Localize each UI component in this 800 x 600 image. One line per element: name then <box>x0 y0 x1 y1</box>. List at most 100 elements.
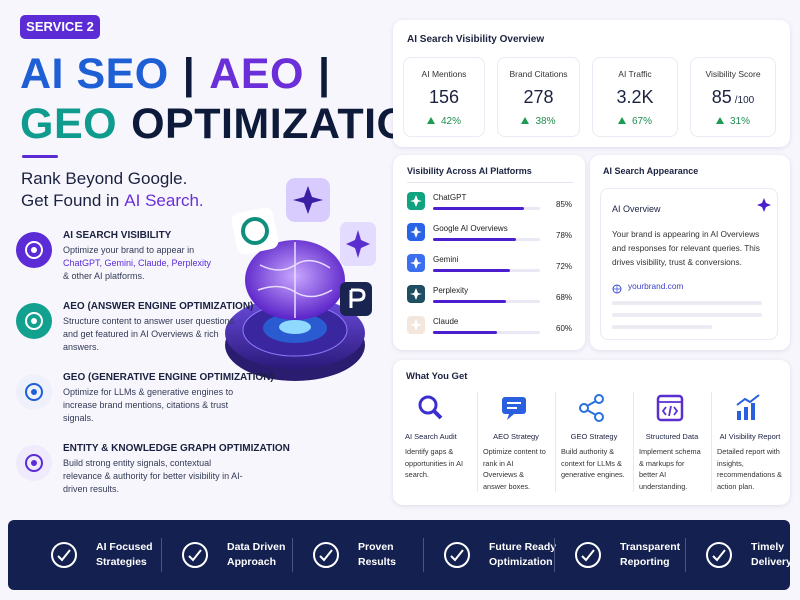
tagline-highlight: AI Search. <box>124 191 204 210</box>
divider <box>407 182 573 183</box>
footer-item: Data Driven Approach <box>175 520 305 590</box>
service: ENTITY & KNOWLEDGE GRAPH OPTIMIZATION Bui… <box>14 443 374 513</box>
footer-label: AI Focused Strategies <box>96 540 153 570</box>
tagline-text: Get Found in <box>21 191 120 210</box>
metric-change: 31% <box>691 116 775 127</box>
icon-part <box>25 383 43 401</box>
separator <box>292 538 293 572</box>
icon-part <box>706 542 732 568</box>
icon-part <box>751 403 755 420</box>
benefit-title: AI Visibility Report <box>719 432 781 441</box>
icon-part <box>712 549 726 562</box>
icon-part <box>744 407 748 420</box>
icon-part <box>293 186 323 214</box>
footer-line: Results <box>358 556 396 568</box>
title-line: AI SEO | AEO | <box>20 50 345 99</box>
illustration <box>225 178 376 381</box>
panel-title: AI Search Appearance <box>603 166 699 176</box>
separator <box>633 392 634 492</box>
icon-part <box>579 403 589 413</box>
metric-value: 3.2K <box>593 87 677 108</box>
icon-part <box>418 395 438 415</box>
icon-part <box>241 217 269 245</box>
service-desc: Build strong entity signals, contextual … <box>63 457 243 496</box>
service-title: ENTITY & KNOWLEDGE GRAPH OPTIMIZATION <box>63 443 290 454</box>
service-title: AEO (ANSWER ENGINE OPTIMIZATION) <box>63 301 254 312</box>
footer-line: Delivery <box>751 556 792 568</box>
platform-value: 78% <box>556 231 573 240</box>
footer-line: Timely <box>751 541 785 553</box>
badge: SERVICE 2 <box>20 15 100 39</box>
platform-row: ChatGPT 85% <box>407 192 577 216</box>
footer-line: Future Ready <box>489 541 557 553</box>
metric-change: 38% <box>498 116 579 127</box>
service-desc: Structure content to answer user questio… <box>63 315 243 354</box>
platform-value: 60% <box>556 324 573 333</box>
footer-label: Data Driven Approach <box>227 540 285 570</box>
panel-title: AI Search Visibility Overview <box>407 34 545 45</box>
icon-part <box>31 318 37 324</box>
benefit-icon <box>499 393 529 428</box>
bar <box>433 269 511 272</box>
metric-change: 67% <box>593 116 677 127</box>
benefit: Structured Data Implement schema & markup… <box>633 390 711 500</box>
metric-number: 156 <box>428 87 460 107</box>
desc-part: & other AI platforms. <box>63 271 145 281</box>
icon-part <box>57 549 71 562</box>
platform-row: Google AI Overviews 78% <box>407 223 577 247</box>
icon-part <box>507 402 521 409</box>
icon-part <box>25 454 43 472</box>
icon-part <box>586 400 597 416</box>
benefit-title: Structured Data <box>645 432 699 441</box>
icon-part <box>444 542 470 568</box>
icon-part <box>188 549 202 562</box>
title-part: OPTIMIZATION <box>131 100 443 148</box>
link: yourbrand.com <box>628 281 684 291</box>
platform-icon <box>407 192 425 210</box>
icon-part <box>25 241 43 259</box>
platform-name: Gemini <box>433 255 459 264</box>
icon-part <box>502 397 526 414</box>
metric-card: Visibility Score 85/100 31% <box>690 57 776 137</box>
service-desc: Optimize your brand to appear in ChatGPT,… <box>63 244 243 283</box>
icon-part <box>346 230 370 258</box>
footer-line: Transparent <box>620 541 681 553</box>
underline <box>22 155 58 158</box>
metric-number: 278 <box>523 87 554 107</box>
icon-part <box>410 257 422 269</box>
icon-part <box>257 242 333 318</box>
icon-part <box>575 542 601 568</box>
icon-part <box>432 409 443 420</box>
footer-icon <box>310 539 342 576</box>
separator <box>554 538 555 572</box>
benefit-desc: Identify gaps & opportunities in AI sear… <box>405 447 464 479</box>
desc-part: ChatGPT, Gemini, Claude, Perplexity <box>63 258 212 268</box>
icon-part <box>31 389 37 395</box>
placeholder-line <box>612 313 762 317</box>
footer-line: Approach <box>227 556 277 568</box>
metric-number: 85 <box>711 87 732 107</box>
footer-icon <box>572 539 604 576</box>
icon-part <box>182 542 208 568</box>
icon-part <box>31 247 37 253</box>
icon-part <box>231 207 279 255</box>
tagline: Rank Beyond Google. <box>21 169 188 188</box>
benefit: GEO Strategy Build authority & context fo… <box>555 390 633 500</box>
title-part: | <box>317 50 331 98</box>
icon-part <box>349 288 366 308</box>
icon-part <box>25 312 43 330</box>
icon-part <box>507 414 514 420</box>
title-part: | <box>182 50 196 98</box>
desc-part: Optimize for LLMs & generative engines t… <box>63 387 234 423</box>
service-icon <box>16 232 52 268</box>
metric-card: AI Traffic 3.2K 67% <box>592 57 678 137</box>
platform-value: 85% <box>556 200 573 209</box>
footer-icon <box>703 539 735 576</box>
metric-label: Visibility Score <box>705 69 761 79</box>
service-icon <box>16 303 52 339</box>
icon-part <box>450 549 464 562</box>
benefit: AI Visibility Report Detailed report with… <box>711 390 789 500</box>
footer-line: Strategies <box>96 556 147 568</box>
bar <box>433 207 524 210</box>
